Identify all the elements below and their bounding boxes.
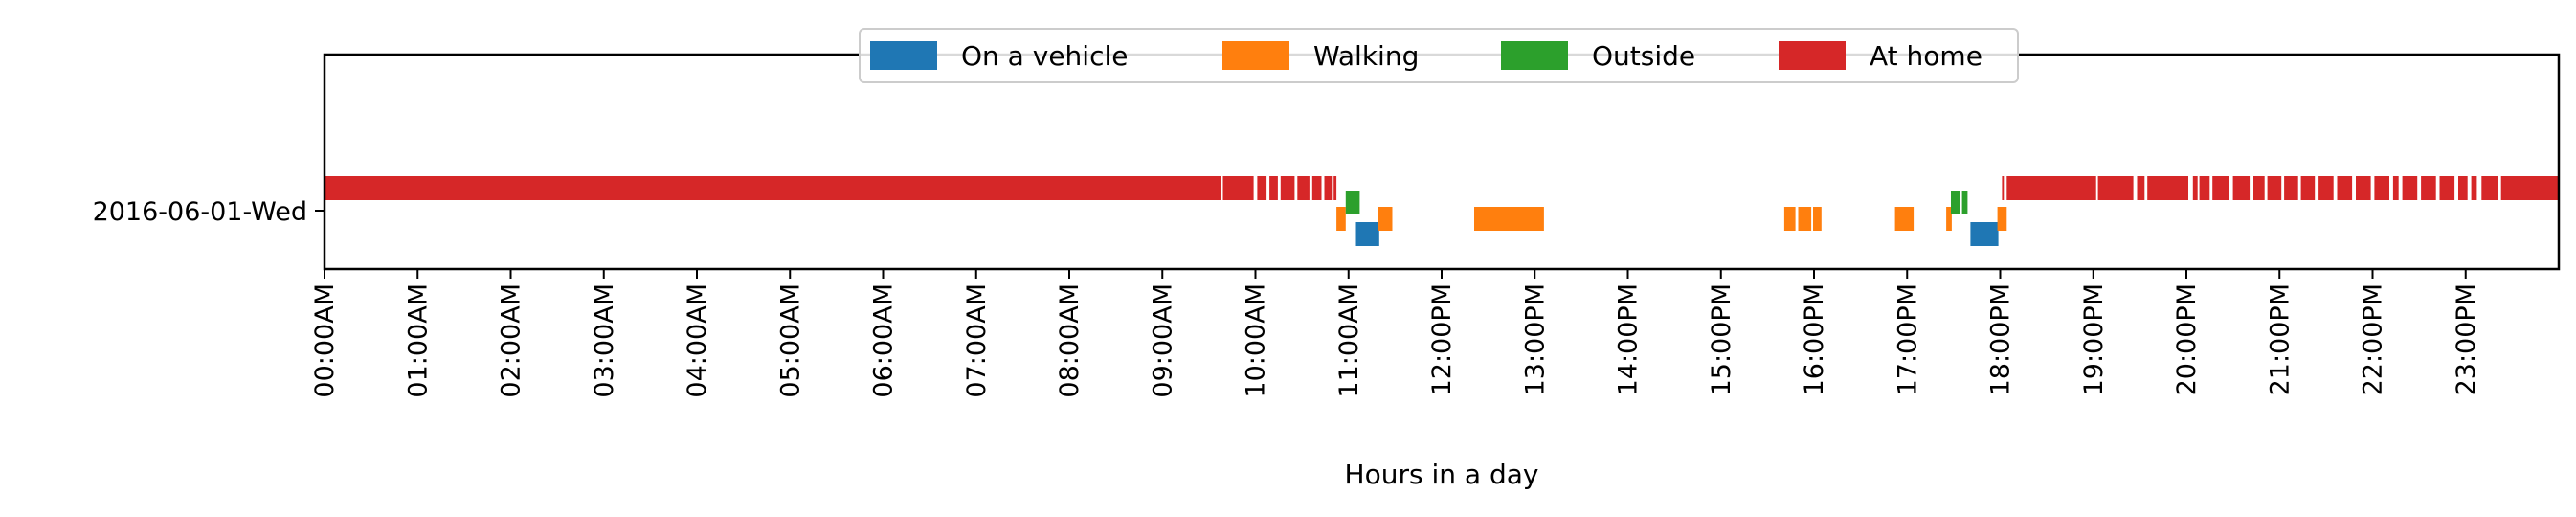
bar-at-home xyxy=(2212,176,2229,200)
bar-at-home xyxy=(2002,176,2005,200)
bar-on-a-vehicle xyxy=(1355,222,1379,246)
legend-box xyxy=(859,28,2019,83)
bar-on-a-vehicle xyxy=(1970,222,1999,246)
legend-label: At home xyxy=(1870,40,1982,72)
bar-at-home xyxy=(2253,176,2265,200)
x-tick-label: 11:00AM xyxy=(1334,283,1364,398)
bar-outside xyxy=(1951,191,1960,214)
bar-at-home xyxy=(2267,176,2282,200)
legend-swatch xyxy=(870,41,937,70)
bar-at-home xyxy=(1311,176,1322,200)
bar-walking xyxy=(1946,207,1952,231)
bar-at-home xyxy=(2147,176,2188,200)
bar-walking xyxy=(1783,207,1796,231)
bar-at-home xyxy=(1333,176,1337,200)
bar-at-home xyxy=(2337,176,2353,200)
bar-at-home xyxy=(2392,176,2399,200)
bar-at-home xyxy=(2356,176,2371,200)
x-tick-label: 09:00AM xyxy=(1148,283,1177,398)
bar-at-home xyxy=(2421,176,2436,200)
x-tick-label: 14:00PM xyxy=(1614,283,1644,395)
legend-swatch xyxy=(1222,41,1289,70)
activity-bars xyxy=(325,176,2559,246)
x-tick-label: 13:00PM xyxy=(1520,283,1550,395)
x-tick-label: 08:00AM xyxy=(1055,283,1085,398)
bar-walking xyxy=(1378,207,1393,231)
x-tick-label: 06:00AM xyxy=(869,283,899,398)
legend-swatch xyxy=(1779,41,1846,70)
bar-walking xyxy=(1997,207,2007,231)
bar-walking xyxy=(1813,207,1822,231)
bar-at-home xyxy=(2232,176,2251,200)
bar-at-home xyxy=(1257,176,1267,200)
bar-at-home xyxy=(325,176,1221,200)
x-tick-label: 02:00AM xyxy=(497,283,526,398)
x-tick-label: 22:00PM xyxy=(2359,283,2388,395)
x-axis: 00:00AM 01:00AM 02:00AM 03:00AM 04:00AM 05:00… xyxy=(310,269,2481,398)
x-tick-label: 15:00PM xyxy=(1707,283,1736,395)
bar-at-home xyxy=(2402,176,2418,200)
legend-swatch xyxy=(1501,41,1568,70)
legend-item-outside: Outside xyxy=(1501,40,1695,72)
x-tick-label: 03:00AM xyxy=(590,283,619,398)
bar-at-home xyxy=(2458,176,2468,200)
y-tick-label: 2016-06-01-Wed xyxy=(93,197,307,227)
bar-at-home xyxy=(1297,176,1310,200)
bar-at-home xyxy=(1280,176,1295,200)
x-axis-label: Hours in a day xyxy=(1345,459,1539,490)
x-tick-label: 18:00PM xyxy=(1986,283,2016,395)
legend-label: Outside xyxy=(1592,40,1695,72)
legend: On a vehicle Walking Outside At home xyxy=(859,28,2019,83)
bar-walking xyxy=(1798,207,1812,231)
bar-walking xyxy=(1336,207,1346,231)
bar-outside xyxy=(1345,191,1360,214)
bar-at-home xyxy=(1222,176,1254,200)
bar-at-home xyxy=(2481,176,2498,200)
bar-at-home xyxy=(1324,176,1333,200)
bar-at-home xyxy=(2192,176,2198,200)
legend-item-on-a-vehicle: On a vehicle xyxy=(870,40,1128,72)
bar-at-home xyxy=(2284,176,2298,200)
x-tick-label: 05:00AM xyxy=(775,283,805,398)
bar-at-home xyxy=(2318,176,2334,200)
x-tick-label: 16:00PM xyxy=(1800,283,1829,395)
bar-at-home xyxy=(2471,176,2477,200)
bar-at-home xyxy=(1269,176,1278,200)
x-tick-label: 20:00PM xyxy=(2172,283,2202,395)
bar-at-home xyxy=(2137,176,2145,200)
bar-at-home xyxy=(2374,176,2389,200)
legend-label: On a vehicle xyxy=(961,40,1128,72)
bar-at-home xyxy=(2500,176,2559,200)
x-tick-label: 12:00PM xyxy=(1427,283,1457,395)
y-axis: 2016-06-01-Wed xyxy=(93,197,325,227)
x-tick-label: 00:00AM xyxy=(310,283,340,398)
legend-label: Walking xyxy=(1313,40,1419,72)
bar-at-home xyxy=(2439,176,2455,200)
bar-at-home xyxy=(2006,176,2096,200)
bar-at-home xyxy=(2097,176,2134,200)
legend-item-walking: Walking xyxy=(1222,40,1419,72)
bar-walking xyxy=(1474,207,1544,231)
x-tick-label: 21:00PM xyxy=(2265,283,2295,395)
x-tick-label: 04:00AM xyxy=(683,283,712,398)
bar-at-home xyxy=(2199,176,2210,200)
bar-outside xyxy=(1961,191,1968,214)
x-tick-label: 19:00PM xyxy=(2079,283,2109,395)
bar-at-home xyxy=(2300,176,2316,200)
x-tick-label: 23:00PM xyxy=(2452,283,2481,395)
bar-walking xyxy=(1894,207,1915,231)
x-tick-label: 01:00AM xyxy=(403,283,433,398)
x-tick-label: 17:00PM xyxy=(1893,283,1922,395)
legend-item-at-home: At home xyxy=(1779,40,1982,72)
x-tick-label: 07:00AM xyxy=(962,283,992,398)
x-tick-label: 10:00AM xyxy=(1242,283,1271,398)
